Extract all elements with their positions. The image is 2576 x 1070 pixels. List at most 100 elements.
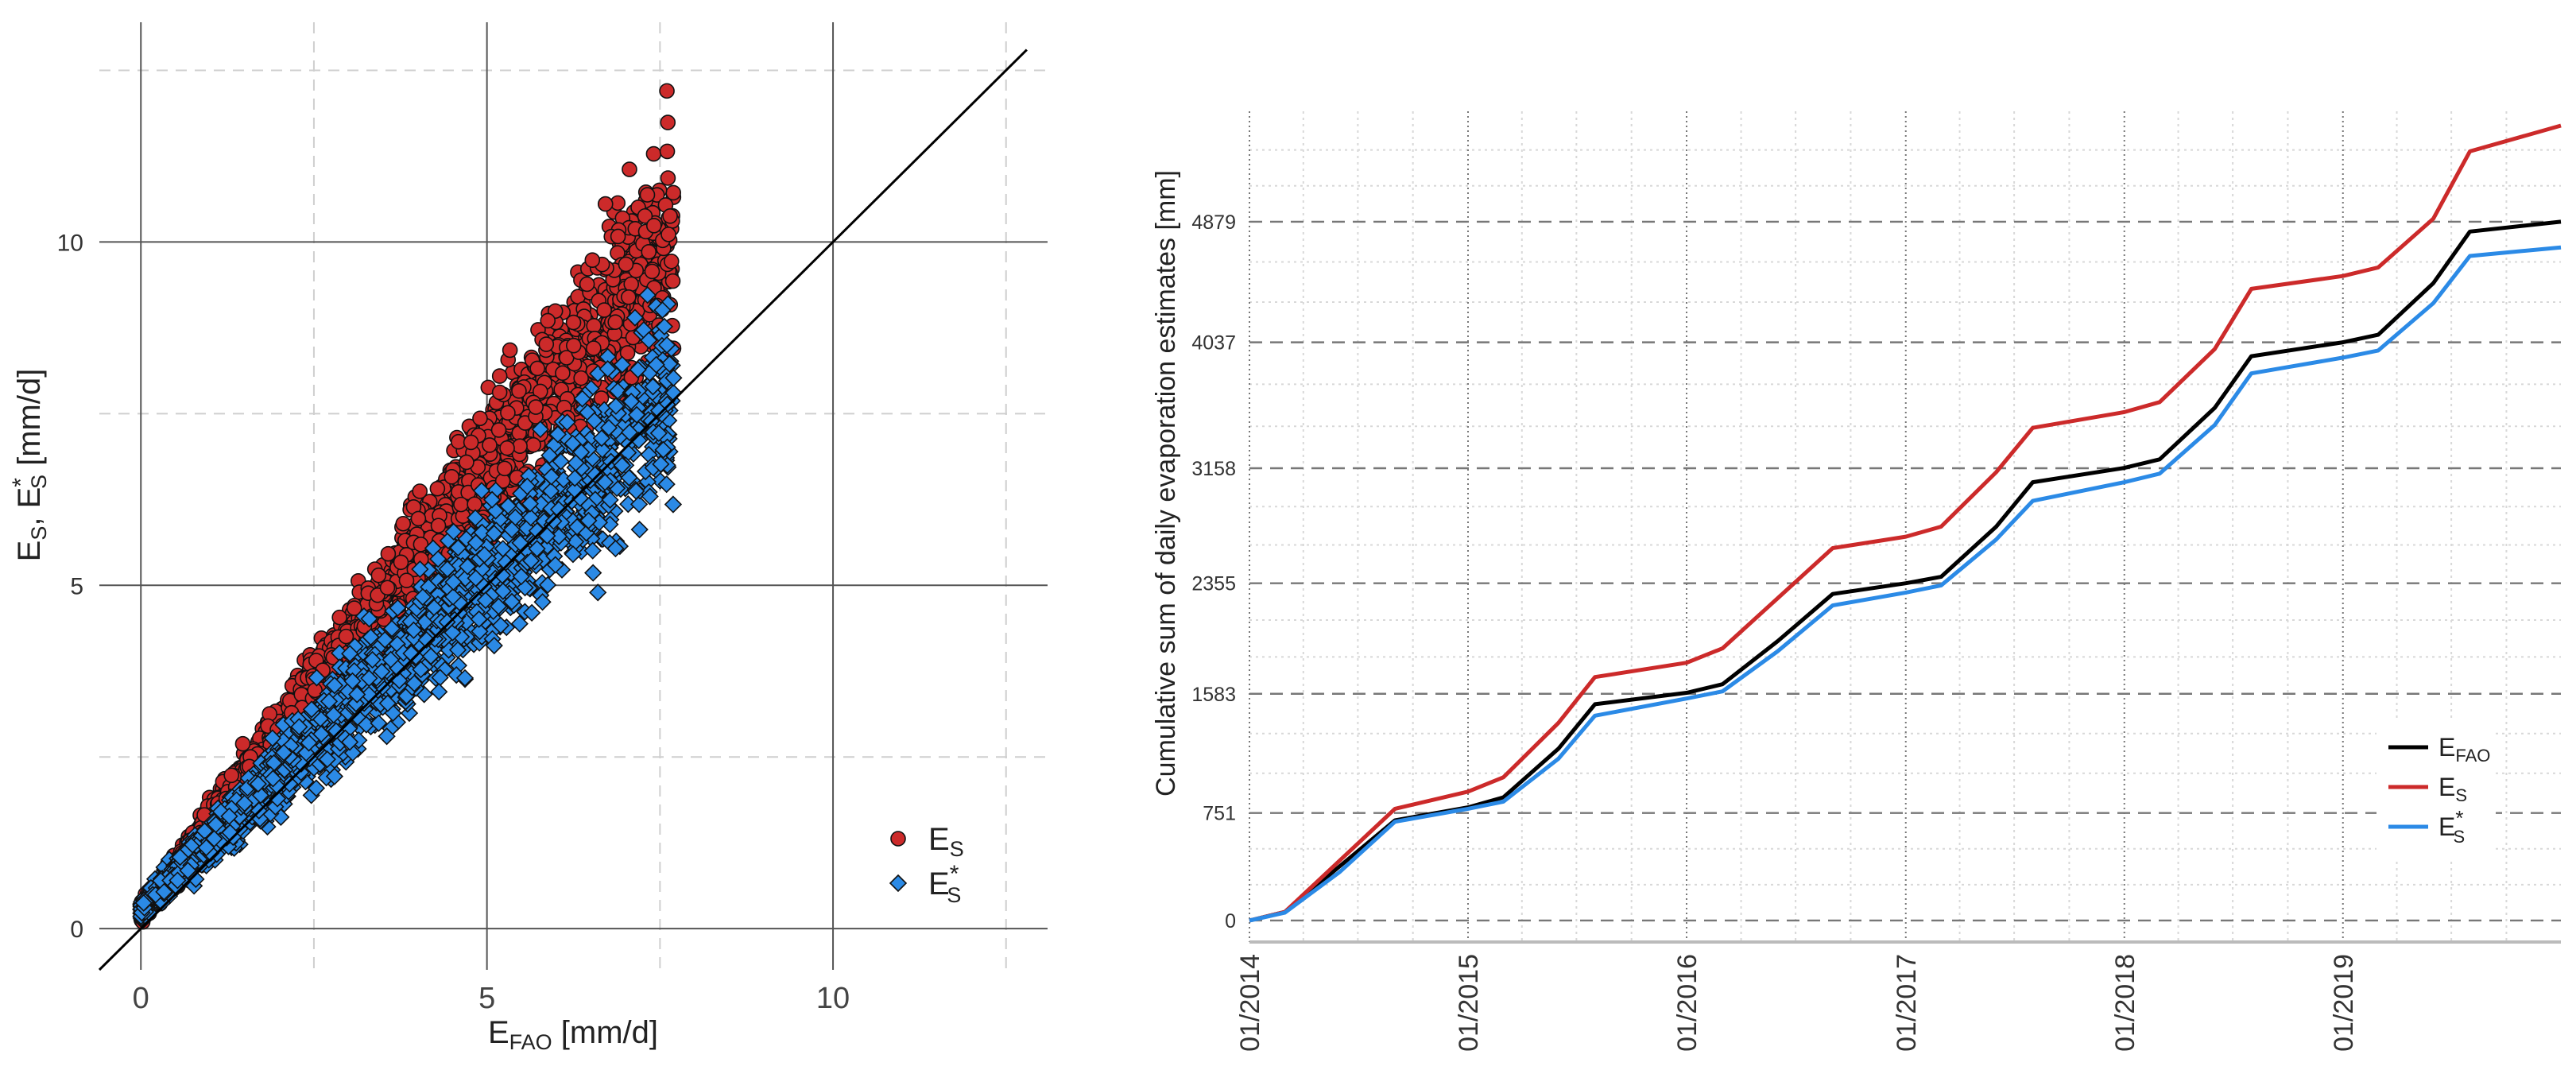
scatter-x-tick-label: 5: [478, 982, 495, 1015]
scatter-point-es: [379, 580, 396, 596]
scatter-x-axis-label-units: [mm/d]: [552, 1015, 658, 1050]
scatter-y-tick-label: 10: [57, 230, 83, 256]
scatter-point-es: [393, 554, 409, 571]
scatter-point-es: [597, 196, 614, 212]
scatter-point-es: [499, 440, 515, 456]
legend-subscript: S: [947, 883, 961, 907]
scatter-point-es: [641, 244, 657, 260]
scatter-point-es: [528, 399, 544, 415]
scatter-tick-labels: 0 5 10 0 5 10: [57, 230, 850, 1015]
scatter-point-es: [444, 469, 460, 485]
scatter-point-es: [472, 410, 488, 427]
scatter-point-es: [660, 227, 676, 242]
ylabel-part: , E: [12, 487, 47, 526]
scatter-point-es: [497, 460, 513, 477]
line-y-tick-label: 4879: [1191, 211, 1236, 234]
scatter-legend-label: ES: [928, 822, 964, 861]
scatter-point-es: [429, 480, 446, 497]
line-y-tick-label: 3158: [1191, 458, 1236, 480]
scatter-point-es: [618, 256, 634, 273]
scatter-point-es: [639, 187, 656, 203]
scatter-point-es: [511, 383, 527, 399]
scatter-point-es: [610, 228, 626, 245]
line-legend-label: E* S: [2438, 806, 2465, 847]
scatter-point-es: [398, 572, 415, 588]
scatter-point-es: [660, 114, 676, 130]
scatter-point-es: [565, 337, 582, 354]
scatter-point-es: [586, 340, 602, 356]
scatter-point-es: [491, 368, 508, 384]
scatter-point-es: [659, 143, 676, 160]
line-y-tick-label: 2355: [1191, 573, 1236, 595]
ylabel-part: [mm/d]: [12, 369, 47, 475]
legend-subscript: S: [2453, 827, 2465, 847]
scatter-y-axis-label: ES, E*S [mm/d]: [8, 369, 51, 562]
scatter-point-es: [331, 609, 347, 626]
scatter-point-es: [890, 831, 906, 847]
legend-subscript: S: [2455, 785, 2467, 805]
scatter-point-es-star: [584, 564, 602, 582]
scatter-point-es: [307, 682, 323, 699]
scatter-x-axis-label-base: E: [488, 1015, 509, 1050]
scatter-point-es: [512, 438, 528, 454]
scatter-point-es: [623, 276, 640, 293]
scatter-x-axis-label: EFAO [mm/d]: [488, 1015, 658, 1054]
scatter-point-es: [555, 365, 571, 382]
scatter-point-es: [500, 405, 516, 421]
scatter-point-es: [637, 207, 653, 224]
scatter-point-es: [490, 422, 507, 438]
scatter-point-es: [463, 434, 479, 451]
scatter-point-es-star: [664, 495, 683, 514]
line-y-tick-label: 751: [1203, 803, 1236, 825]
legend-base: E: [2438, 773, 2455, 801]
scatter-y-tick-label: 0: [70, 917, 83, 943]
scatter-point-es: [395, 515, 412, 532]
scatter-point-es: [659, 83, 675, 99]
scatter-point-es: [502, 342, 518, 359]
line-x-tick-label: 01/2016: [1672, 954, 1702, 1052]
line-x-tick-label: 01/2017: [1892, 954, 1922, 1052]
scatter-point-es: [663, 253, 680, 269]
line-tick-labels: 0 751 1583 2355 3158 4037 4879 01/2014 01/2015 01…: [1191, 211, 2358, 1052]
scatter-points: [132, 83, 683, 930]
scatter-reference-line: [98, 48, 1028, 971]
scatter-point-es: [660, 170, 676, 186]
scatter-point-es: [491, 384, 508, 401]
legend-base: E: [2438, 733, 2455, 762]
scatter-point-es: [412, 483, 428, 499]
scatter-point-es: [579, 276, 595, 293]
line-y-tick-label: 1583: [1191, 684, 1236, 706]
scatter-point-es: [370, 567, 387, 583]
scatter-legend-label: E* S: [928, 861, 961, 907]
scatter-point-es: [665, 184, 681, 201]
legend-base: E: [928, 822, 950, 857]
scatter-point-es: [584, 252, 601, 269]
line-y-tick-label: 0: [1225, 910, 1236, 932]
line-y-axis-label: Cumulative sum of daily evaporation esti…: [1151, 170, 1181, 797]
scatter-point-es: [430, 518, 447, 534]
scatter-point-es: [573, 370, 589, 386]
scatter-point-es: [459, 454, 475, 471]
scatter-point-es: [664, 273, 681, 289]
scatter-point-es-star: [889, 874, 908, 893]
scatter-point-es: [532, 383, 548, 400]
scatter-point-es: [453, 496, 469, 513]
legend-subscript: FAO: [2455, 746, 2490, 766]
scatter-point-es: [538, 336, 555, 352]
line-x-tick-label: 01/2014: [1235, 954, 1265, 1052]
scatter-point-es: [525, 436, 541, 453]
scatter-point-es: [410, 510, 427, 527]
scatter-point-es: [645, 145, 662, 162]
line-x-tick-label: 01/2019: [2329, 954, 2359, 1052]
line-y-tick-label: 4037: [1191, 332, 1236, 355]
scatter-point-es: [529, 360, 545, 377]
scatter-point-es: [662, 208, 678, 224]
ylabel-part: S: [27, 475, 51, 489]
scatter-point-es: [346, 600, 362, 616]
ylabel-part: S: [27, 526, 51, 541]
scatter-point-es: [540, 312, 556, 329]
legend-subscript: S: [950, 837, 964, 861]
